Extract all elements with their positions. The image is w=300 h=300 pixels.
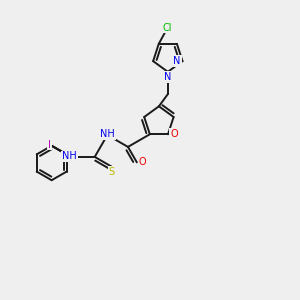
Text: N: N (164, 72, 172, 82)
Text: O: O (170, 129, 178, 139)
Text: NH: NH (62, 151, 77, 161)
Text: O: O (138, 157, 146, 167)
Text: I: I (48, 140, 51, 150)
Text: S: S (108, 167, 115, 177)
Text: Cl: Cl (163, 22, 172, 32)
Text: N: N (173, 56, 181, 66)
Text: NH: NH (100, 129, 115, 140)
